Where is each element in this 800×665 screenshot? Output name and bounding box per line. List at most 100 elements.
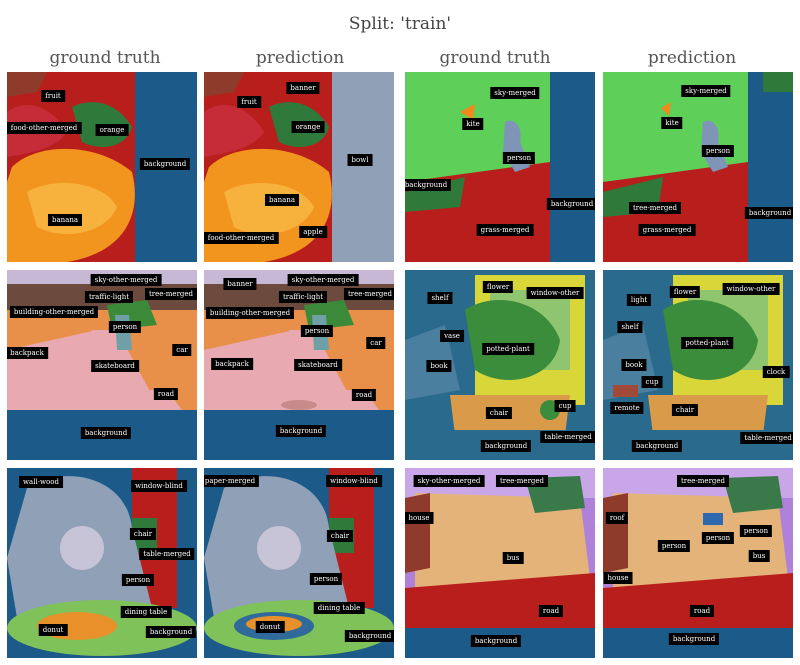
- panel-fruit-ground-truth: fruit food-other-merged orange backgroun…: [7, 72, 197, 262]
- column-header-prediction-1: prediction: [255, 48, 345, 68]
- label-skateboard: skateboard: [294, 359, 342, 371]
- label-background: background: [668, 633, 720, 645]
- label-banana: banana: [264, 194, 300, 206]
- figure-title: Split: 'train': [348, 14, 452, 34]
- label-fruit: fruit: [237, 96, 261, 108]
- label-grass-merged: grass-merged: [638, 224, 696, 236]
- panel-bus-ground-truth: sky-other-merged tree-merged house bus r…: [405, 468, 595, 658]
- label-window-blind: window-blind: [131, 480, 187, 492]
- panel-room-ground-truth: flower window-other shelf vase potted-pl…: [405, 270, 595, 460]
- label-orange: orange: [95, 124, 129, 136]
- label-chair: chair: [485, 407, 513, 419]
- label-person: person: [739, 525, 773, 537]
- label-chair: chair: [129, 528, 157, 540]
- label-house: house: [405, 512, 434, 524]
- label-apple: apple: [299, 226, 327, 238]
- label-flower: flower: [669, 286, 701, 298]
- label-roof: roof: [605, 512, 629, 524]
- label-book: book: [426, 360, 452, 372]
- label-banner: banner: [286, 82, 320, 94]
- label-person: person: [300, 325, 334, 337]
- label-potted-plant: potted-plant: [681, 337, 733, 349]
- panel-bus-prediction: tree-merged roof person person person bu…: [603, 468, 793, 658]
- label-chair: chair: [326, 530, 354, 542]
- label-wall-wood: wall-wood: [19, 476, 63, 488]
- label-person: person: [121, 574, 155, 586]
- label-person: person: [701, 532, 735, 544]
- label-banner: banner: [223, 278, 257, 290]
- label-shelf: shelf: [427, 292, 453, 304]
- label-window-blind: window-blind: [326, 475, 382, 487]
- label-potted-plant: potted-plant: [482, 343, 534, 355]
- label-background: background: [546, 198, 595, 210]
- label-table-merged: table-merged: [139, 548, 195, 560]
- label-road: road: [689, 605, 715, 617]
- label-food-other-merged: food-other-merged: [7, 122, 82, 134]
- label-building-other-merged: building-other-merged: [9, 306, 99, 318]
- label-background: background: [405, 179, 452, 191]
- panel-street-prediction: banner sky-other-merged traffic-light tr…: [204, 270, 394, 460]
- label-bus: bus: [502, 552, 524, 564]
- label-person: person: [701, 145, 735, 157]
- label-kite: kite: [462, 118, 484, 130]
- label-kite: kite: [661, 117, 683, 129]
- label-food-other-merged: food-other-merged: [204, 232, 279, 244]
- label-chair: chair: [671, 404, 699, 416]
- label-car: car: [366, 337, 386, 349]
- panel-boy-ground-truth: wall-wood window-blind chair table-merge…: [7, 468, 197, 658]
- label-table-merged: table-merged: [540, 431, 595, 443]
- column-header-ground-truth-2: ground truth: [439, 48, 551, 68]
- label-car: car: [172, 344, 192, 356]
- label-remote: remote: [610, 402, 644, 414]
- label-background: background: [344, 630, 394, 642]
- label-road: road: [153, 388, 179, 400]
- label-sky-merged: sky-merged: [681, 85, 731, 97]
- label-tree-merged: tree-merged: [676, 475, 730, 487]
- label-book: book: [621, 359, 647, 371]
- panel-room-prediction: flower window-other light shelf potted-p…: [603, 270, 793, 460]
- label-banana: banana: [47, 214, 83, 226]
- panel-kite-prediction: sky-merged kite person tree-merged backg…: [603, 72, 793, 262]
- label-window-other: window-other: [722, 283, 780, 295]
- label-bowl: bowl: [347, 154, 373, 166]
- label-background: background: [145, 626, 197, 638]
- label-table-merged: table-merged: [740, 432, 793, 444]
- label-dining-table: dining table: [313, 602, 365, 614]
- label-person: person: [108, 321, 142, 333]
- label-grass-merged: grass-merged: [476, 224, 534, 236]
- label-clock: clock: [762, 366, 790, 378]
- label-sky-other-merged: sky-other-merged: [287, 274, 359, 286]
- label-background: background: [80, 427, 132, 439]
- label-donut: donut: [255, 621, 285, 633]
- label-background: background: [480, 440, 532, 452]
- column-header-prediction-2: prediction: [647, 48, 737, 68]
- label-flower: flower: [482, 281, 514, 293]
- panel-boy-prediction: paper-merged window-blind chair person d…: [204, 468, 394, 658]
- column-header-ground-truth-1: ground truth: [49, 48, 161, 68]
- label-dining-table: dining table: [120, 606, 172, 618]
- label-sky-other-merged: sky-other-merged: [90, 274, 162, 286]
- label-backpack: backpack: [7, 347, 48, 359]
- panel-street-ground-truth: sky-other-merged traffic-light tree-merg…: [7, 270, 197, 460]
- label-donut: donut: [38, 624, 68, 636]
- label-house: house: [603, 572, 633, 584]
- label-light: light: [626, 294, 652, 306]
- label-person: person: [309, 573, 343, 585]
- label-cup: cup: [554, 400, 576, 412]
- label-background: background: [631, 440, 683, 452]
- label-traffic-light: traffic-light: [84, 291, 134, 303]
- label-shelf: shelf: [617, 321, 643, 333]
- label-orange: orange: [291, 121, 325, 133]
- label-cup: cup: [641, 376, 663, 388]
- label-sky-other-merged: sky-other-merged: [413, 475, 485, 487]
- label-background: background: [275, 425, 327, 437]
- label-paper-merged: paper-merged: [204, 475, 260, 487]
- label-tree-merged: tree-merged: [343, 288, 394, 300]
- label-bus: bus: [748, 550, 770, 562]
- label-backpack: backpack: [211, 358, 253, 370]
- label-tree-merged: tree-merged: [628, 202, 682, 214]
- label-window-other: window-other: [526, 287, 584, 299]
- label-road: road: [351, 389, 377, 401]
- label-person: person: [502, 152, 536, 164]
- label-person: person: [657, 540, 691, 552]
